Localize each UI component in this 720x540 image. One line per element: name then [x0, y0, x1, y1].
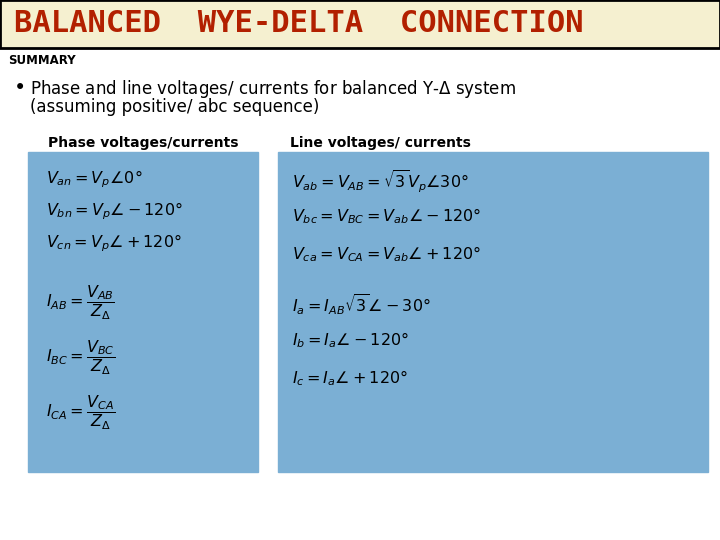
Text: $V_{ab} = V_{AB} = \sqrt{3}V_p\angle30°$: $V_{ab} = V_{AB} = \sqrt{3}V_p\angle30°$ — [292, 168, 469, 194]
Text: $I_{CA} = \dfrac{V_{CA}}{Z_{\Delta}}$: $I_{CA} = \dfrac{V_{CA}}{Z_{\Delta}}$ — [46, 394, 115, 433]
Text: Phase voltages/currents: Phase voltages/currents — [48, 136, 238, 150]
Text: $I_{BC} = \dfrac{V_{BC}}{Z_{\Delta}}$: $I_{BC} = \dfrac{V_{BC}}{Z_{\Delta}}$ — [46, 339, 115, 377]
Text: Phase and line voltages/ currents for balanced Y-$\Delta$ system: Phase and line voltages/ currents for ba… — [30, 78, 516, 100]
Text: $I_{AB} = \dfrac{V_{AB}}{Z_{\Delta}}$: $I_{AB} = \dfrac{V_{AB}}{Z_{\Delta}}$ — [46, 284, 115, 322]
Text: $I_b = I_a\angle-120°$: $I_b = I_a\angle-120°$ — [292, 330, 409, 350]
Text: $V_{bn} = V_p\angle-120°$: $V_{bn} = V_p\angle-120°$ — [46, 200, 183, 221]
Text: BALANCED  WYE-DELTA  CONNECTION: BALANCED WYE-DELTA CONNECTION — [14, 10, 584, 38]
Text: $I_c = I_a\angle+120°$: $I_c = I_a\angle+120°$ — [292, 368, 408, 388]
Text: $V_{cn} = V_p\angle+120°$: $V_{cn} = V_p\angle+120°$ — [46, 232, 182, 254]
Text: SUMMARY: SUMMARY — [8, 54, 76, 67]
Bar — [28, 152, 258, 472]
Bar — [0, 0, 720, 48]
Text: $V_{bc} = V_{BC} = V_{ab}\angle-120°$: $V_{bc} = V_{BC} = V_{ab}\angle-120°$ — [292, 206, 481, 226]
Text: $V_{ca} = V_{CA} = V_{ab}\angle+120°$: $V_{ca} = V_{CA} = V_{ab}\angle+120°$ — [292, 244, 481, 264]
Text: $V_{an} = V_p\angle0°$: $V_{an} = V_p\angle0°$ — [46, 168, 143, 190]
Text: Line voltages/ currents: Line voltages/ currents — [290, 136, 471, 150]
Text: $I_a = I_{AB}\sqrt{3}\angle-30°$: $I_a = I_{AB}\sqrt{3}\angle-30°$ — [292, 292, 431, 316]
Text: (assuming positive/ abc sequence): (assuming positive/ abc sequence) — [30, 98, 320, 116]
Bar — [278, 152, 708, 472]
Bar — [0, 0, 720, 48]
Text: •: • — [14, 78, 26, 98]
